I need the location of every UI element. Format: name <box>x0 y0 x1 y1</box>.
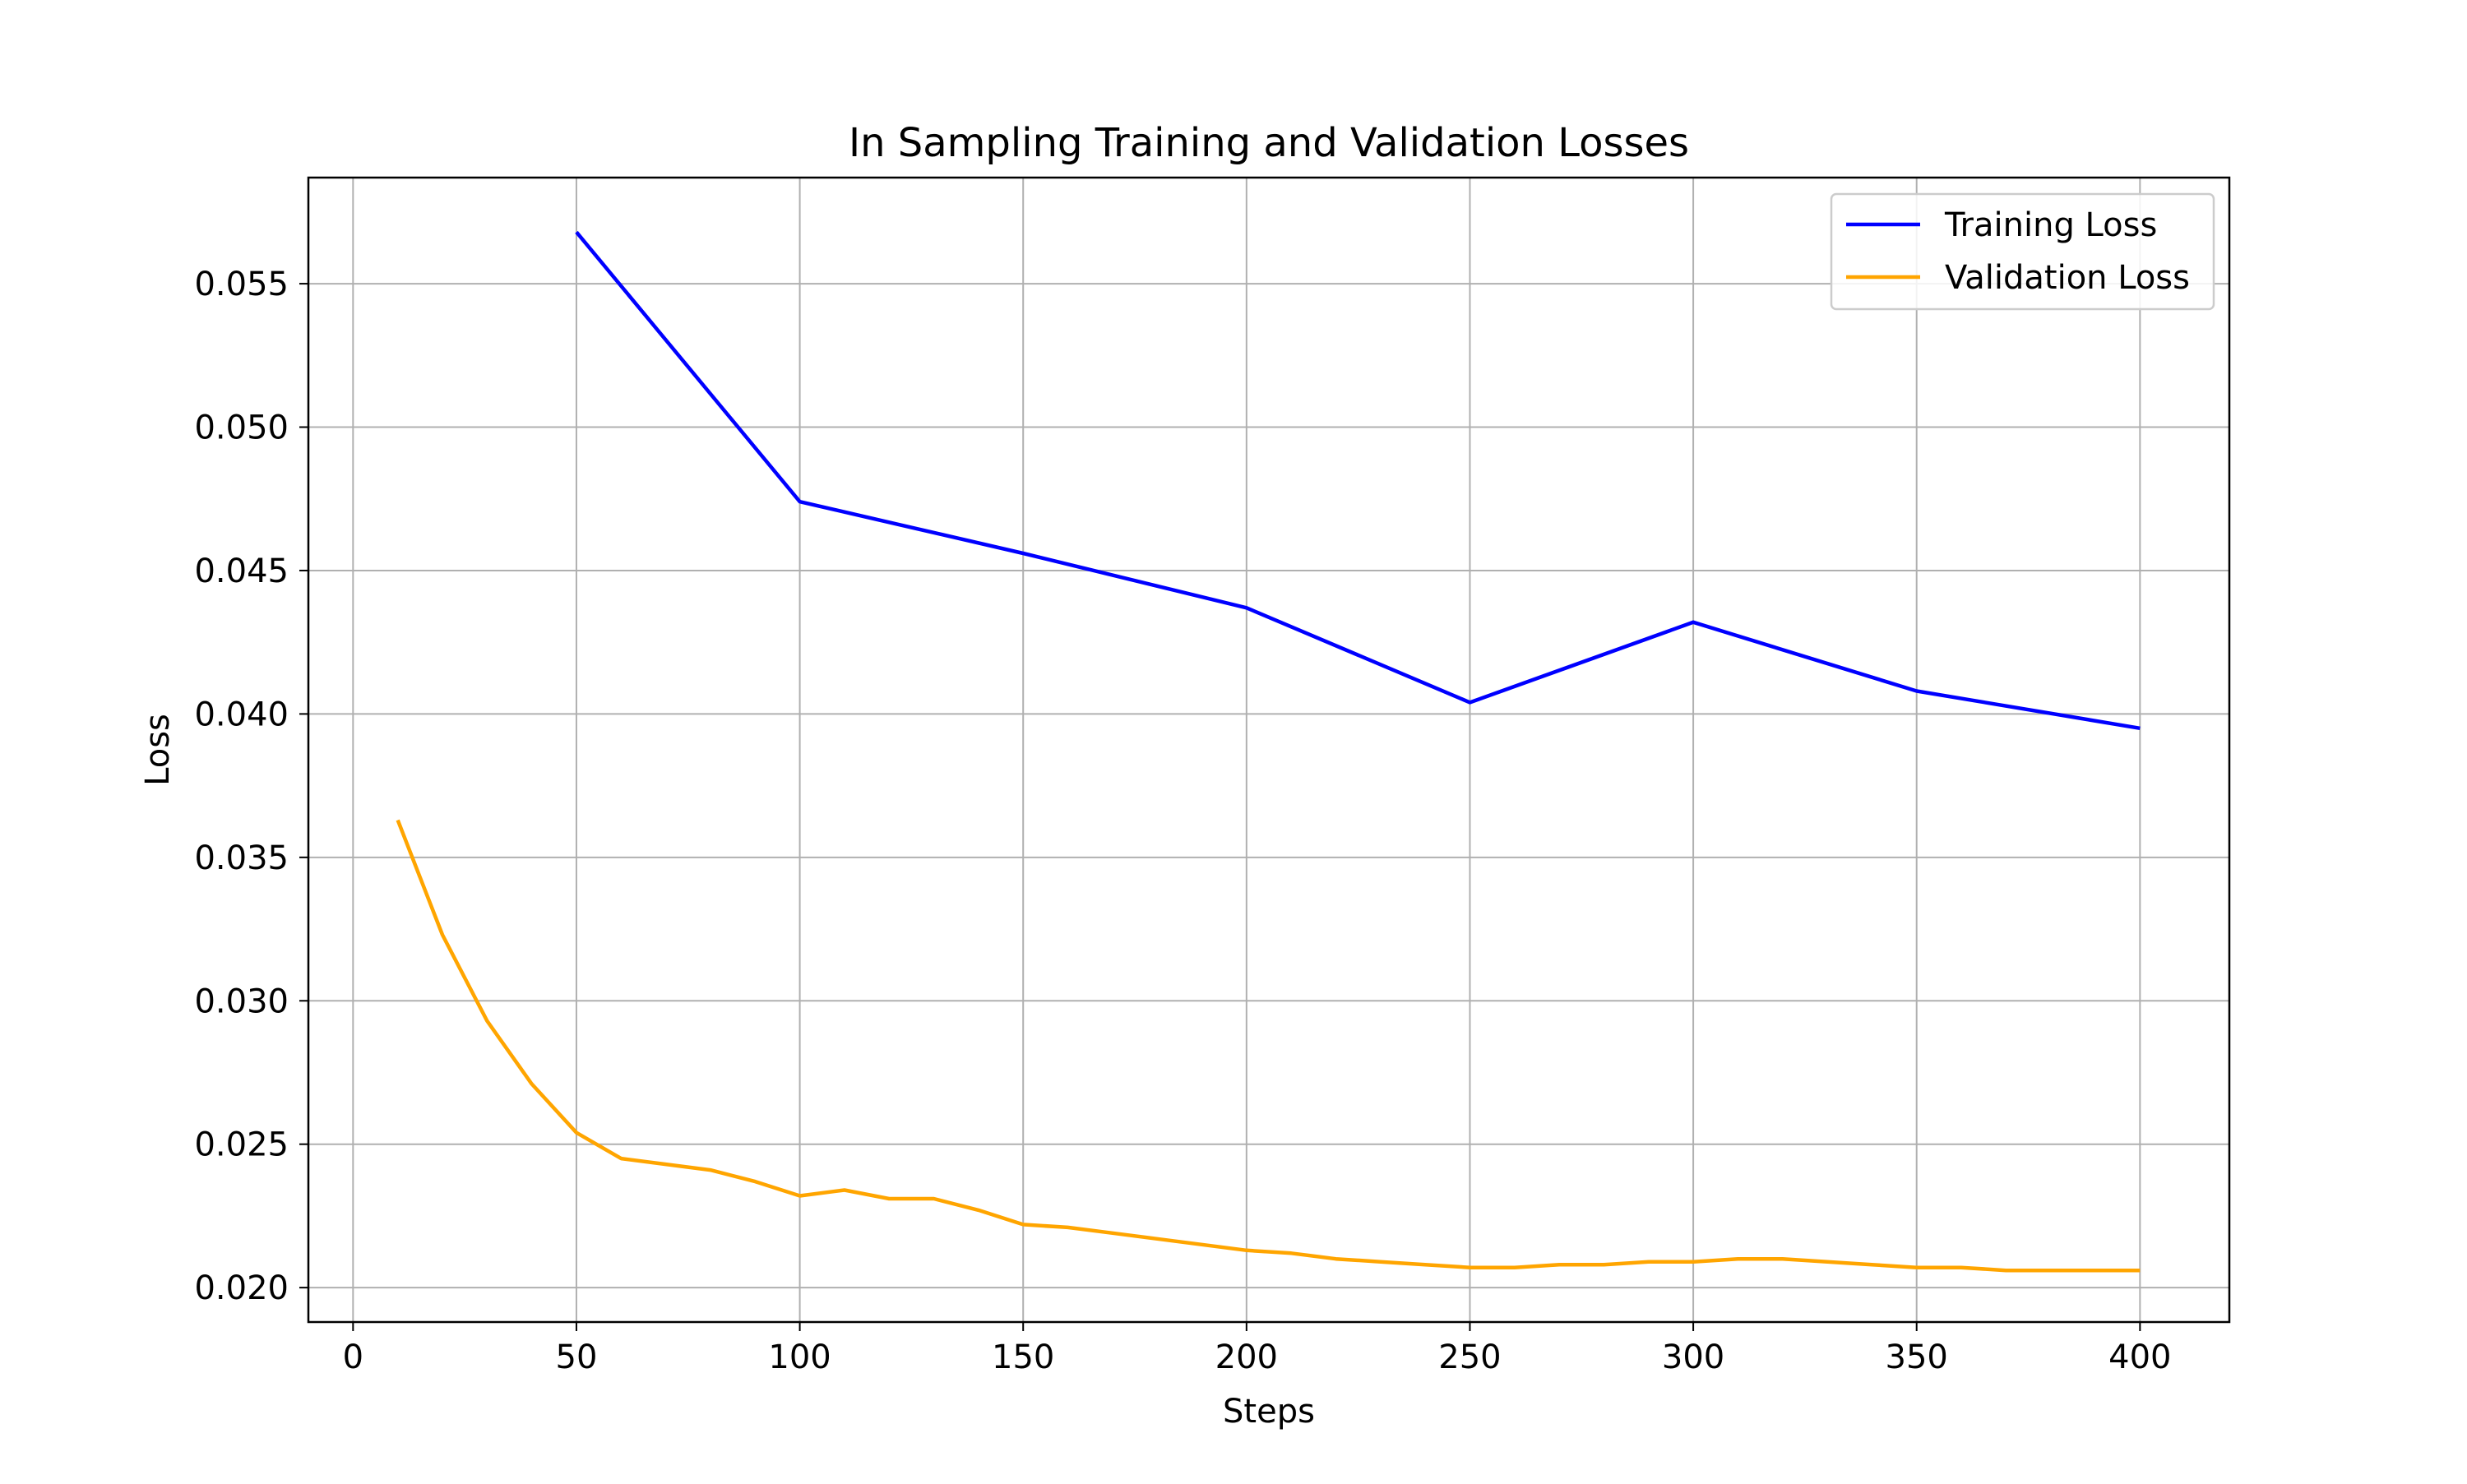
y-tick-label: 0.050 <box>194 409 289 447</box>
x-tick-label: 150 <box>992 1338 1054 1376</box>
legend-label-validation-loss: Validation Loss <box>1945 259 2190 297</box>
x-tick-label: 100 <box>768 1338 831 1376</box>
y-tick-label: 0.030 <box>194 982 289 1020</box>
x-tick-label: 0 <box>343 1338 363 1376</box>
y-tick-label: 0.055 <box>194 266 289 303</box>
y-tick-label: 0.040 <box>194 696 289 733</box>
y-tick-label: 0.020 <box>194 1269 289 1307</box>
y-tick-label: 0.035 <box>194 839 289 877</box>
x-axis-label: Steps <box>1223 1393 1315 1431</box>
y-axis-label: Loss <box>139 714 177 786</box>
chart-title: In Sampling Training and Validation Loss… <box>849 120 1689 166</box>
x-tick-label: 300 <box>1662 1338 1724 1376</box>
legend: Training Loss Validation Loss <box>1831 194 2214 309</box>
x-tick-label: 400 <box>2108 1338 2171 1376</box>
y-tick-label: 0.045 <box>194 552 289 590</box>
legend-label-training-loss: Training Loss <box>1944 206 2157 244</box>
y-tick-label: 0.025 <box>194 1126 289 1164</box>
x-tick-label: 250 <box>1438 1338 1501 1376</box>
x-tick-label: 200 <box>1215 1338 1278 1376</box>
x-tick-label: 50 <box>556 1338 598 1376</box>
x-tick-label: 350 <box>1886 1338 1948 1376</box>
